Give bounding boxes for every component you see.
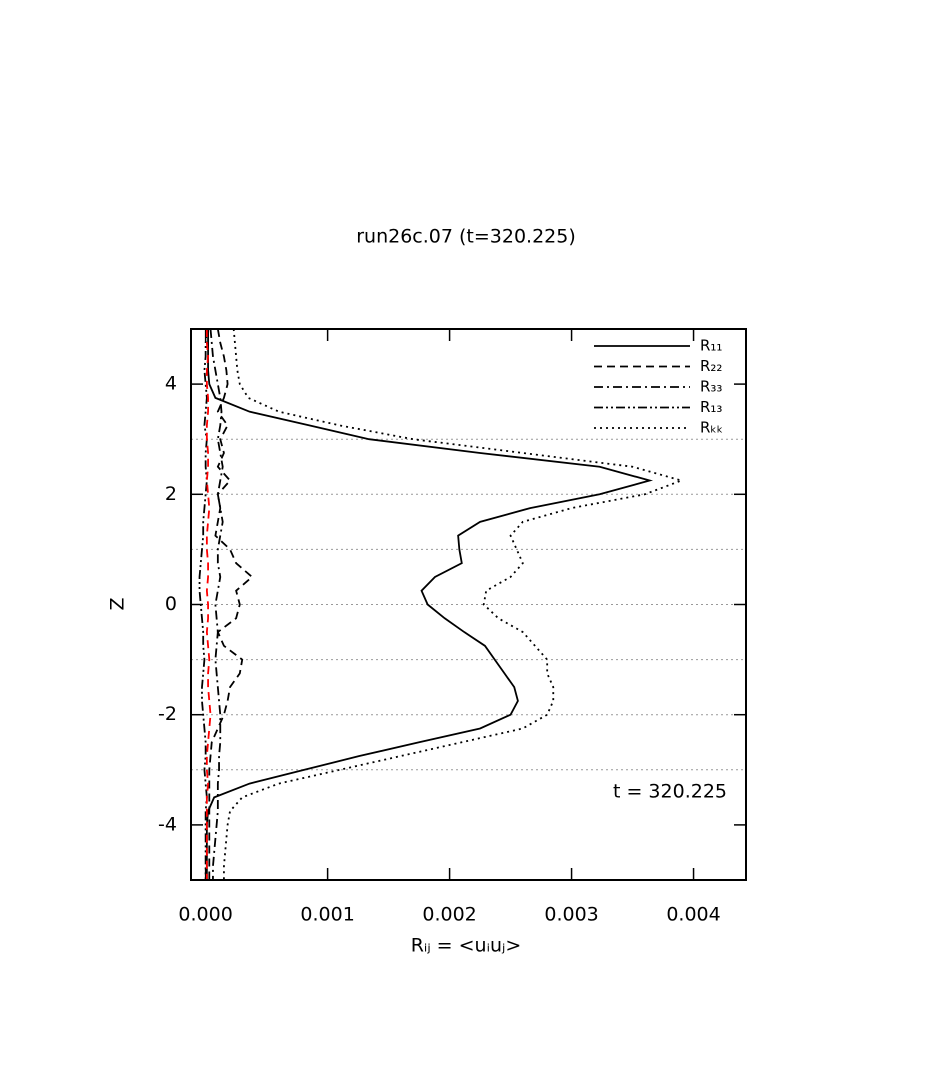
legend-label: Rₖₖ — [700, 419, 723, 437]
y-tick-label: -2 — [158, 703, 177, 725]
plot-frame — [190, 328, 747, 881]
series-line — [209, 328, 224, 880]
series-line — [208, 328, 254, 880]
y-tick-label: 2 — [165, 483, 177, 505]
x-tick-label: 0.000 — [178, 904, 232, 926]
series-line — [205, 329, 212, 880]
y-tick-label: 0 — [165, 593, 177, 615]
y-axis-label: Z — [107, 597, 129, 610]
y-tick-label: -4 — [158, 813, 177, 835]
x-tick-label: 0.003 — [544, 904, 598, 926]
legend-label: R₁₁ — [700, 337, 722, 355]
y-tick-label: 4 — [165, 373, 177, 395]
legend-label: R₃₃ — [700, 378, 722, 396]
annotation: t = 320.225 — [613, 781, 727, 803]
legend-label: R₂₂ — [700, 357, 722, 375]
chart-title: run26c.07 (t=320.225) — [356, 226, 576, 248]
x-tick-label: 0.004 — [666, 904, 720, 926]
x-axis-label: Rᵢⱼ = <uᵢuⱼ> — [411, 935, 522, 957]
legend-label: R₁₃ — [700, 398, 722, 416]
series-line — [223, 328, 685, 880]
series-line — [198, 328, 208, 880]
series-line — [205, 329, 654, 880]
x-tick-label: 0.002 — [422, 904, 476, 926]
x-tick-label: 0.001 — [300, 904, 354, 926]
